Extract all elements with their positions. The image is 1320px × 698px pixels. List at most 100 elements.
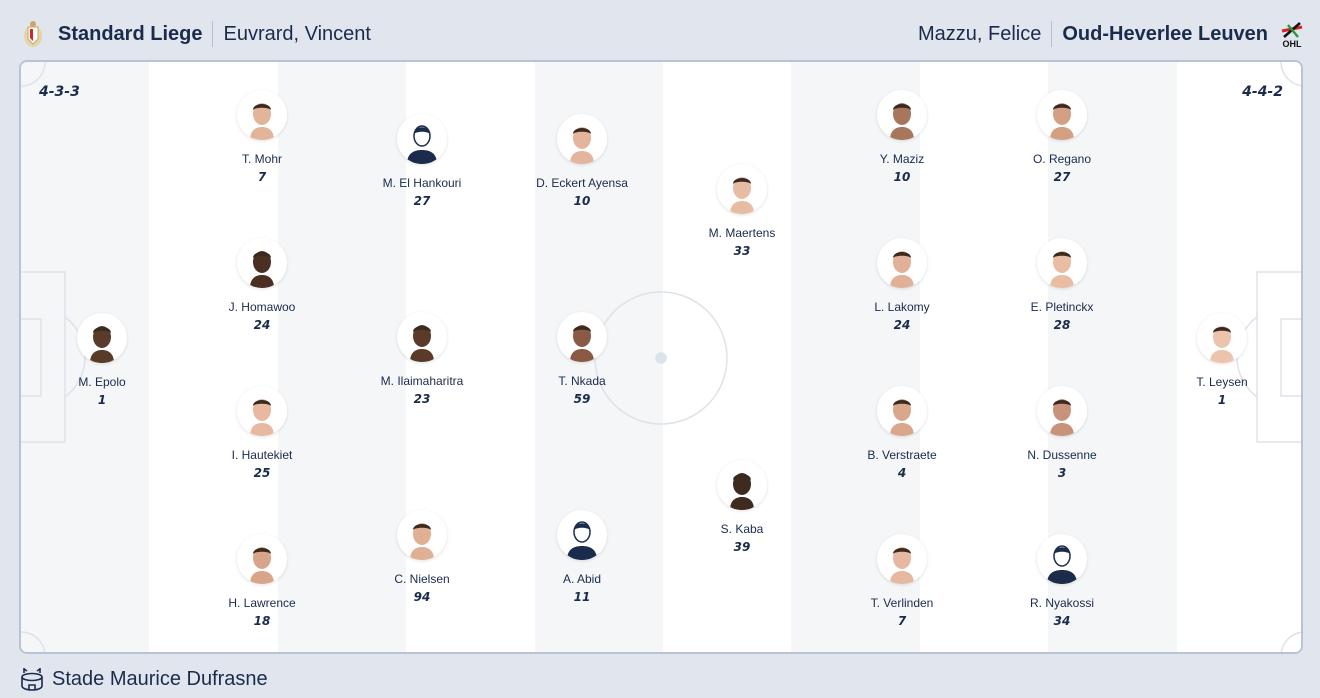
player[interactable]: D. Eckert Ayensa 10 [512, 114, 652, 208]
standard-liege-crest-icon [24, 21, 42, 47]
player-avatar[interactable] [1037, 386, 1087, 436]
player[interactable]: M. Maertens 33 [672, 164, 812, 258]
player-avatar[interactable] [877, 534, 927, 584]
player-avatar[interactable] [77, 313, 127, 363]
player-name: T. Mohr [241, 152, 282, 166]
player-number: 1 [1217, 393, 1227, 407]
player-avatar[interactable] [1037, 534, 1087, 584]
stadium-icon [21, 668, 43, 691]
player-avatar[interactable] [237, 238, 287, 288]
player-name: Y. Maziz [879, 152, 925, 166]
player[interactable]: C. Nielsen 94 [352, 510, 492, 604]
player-name: J. Homawoo [228, 300, 296, 314]
home-team-header: Standard Liege Euvrard, Vincent [22, 18, 371, 50]
player-number: 10 [573, 194, 591, 208]
player-name: L. Lakomy [874, 300, 930, 314]
player-number: 59 [573, 392, 591, 406]
player-name: T. Leysen [1196, 375, 1248, 389]
pitch: 4-3-3 4-4-2 M. Epolo 1 T. Mohr 7 J. Homawoo 2… [19, 60, 1303, 654]
player-number: 1 [97, 393, 107, 407]
home-formation: 4-3-3 [39, 84, 80, 100]
player-number: 33 [733, 244, 751, 258]
player-number: 34 [1053, 614, 1071, 628]
player-avatar[interactable] [1037, 238, 1087, 288]
player-name: O. Regano [1032, 152, 1092, 166]
player-number: 3 [1057, 466, 1067, 480]
player[interactable]: M. El Hankouri 27 [352, 114, 492, 208]
player-avatar[interactable] [237, 534, 287, 584]
player-name: D. Eckert Ayensa [536, 176, 628, 190]
player-name: H. Lawrence [228, 596, 296, 610]
player[interactable]: I. Hautekiet 25 [192, 386, 332, 480]
player-name: A. Abid [562, 572, 602, 586]
player-avatar[interactable] [717, 164, 767, 214]
player[interactable]: M. Epolo 1 [32, 313, 172, 407]
player-number: 10 [893, 170, 911, 184]
away-team-name[interactable]: Oud-Heverlee Leuven [1062, 22, 1268, 45]
player-number: 11 [573, 590, 591, 604]
player-name: M. El Hankouri [382, 176, 462, 190]
player[interactable]: H. Lawrence 18 [192, 534, 332, 628]
player-avatar[interactable] [397, 510, 447, 560]
player[interactable]: Y. Maziz 10 [832, 90, 972, 184]
player-number: 23 [413, 392, 431, 406]
player[interactable]: T. Leysen 1 [1152, 313, 1292, 407]
player-avatar[interactable] [237, 90, 287, 140]
player[interactable]: R. Nyakossi 34 [992, 534, 1132, 628]
player-number: 27 [1053, 170, 1071, 184]
player[interactable]: S. Kaba 39 [672, 460, 812, 554]
player-avatar[interactable] [557, 510, 607, 560]
pitch-stripe [534, 62, 663, 652]
player-number: 4 [897, 466, 907, 480]
player-name: T. Verlinden [870, 596, 934, 610]
pitch-stripe [919, 62, 1049, 652]
player-number: 28 [1053, 318, 1071, 332]
player-avatar[interactable] [237, 386, 287, 436]
player-name: E. Pletinckx [1030, 300, 1094, 314]
player-name: M. Ilaimaharitra [380, 374, 464, 388]
svg-text:OHL: OHL [1283, 39, 1303, 49]
home-coach: Euvrard, Vincent [223, 22, 371, 45]
player[interactable]: E. Pletinckx 28 [992, 238, 1132, 332]
player-number: 25 [253, 466, 271, 480]
player[interactable]: O. Regano 27 [992, 90, 1132, 184]
player-name: R. Nyakossi [1029, 596, 1094, 610]
player[interactable]: N. Dussenne 3 [992, 386, 1132, 480]
player-avatar[interactable] [397, 114, 447, 164]
player-avatar[interactable] [1197, 313, 1247, 363]
venue: Stade Maurice Dufrasne [20, 666, 268, 692]
player-avatar[interactable] [557, 312, 607, 362]
player-avatar[interactable] [557, 114, 607, 164]
player[interactable]: T. Verlinden 7 [832, 534, 972, 628]
player[interactable]: B. Verstraete 4 [832, 386, 972, 480]
player[interactable]: T. Nkada 59 [512, 312, 652, 406]
player[interactable]: M. Ilaimaharitra 23 [352, 312, 492, 406]
player-number: 27 [413, 194, 431, 208]
pitch-stripe [277, 62, 407, 652]
player-name: M. Epolo [78, 375, 126, 389]
player[interactable]: T. Mohr 7 [192, 90, 332, 184]
player-avatar[interactable] [877, 238, 927, 288]
player-name: M. Maertens [708, 226, 776, 240]
player[interactable]: J. Homawoo 24 [192, 238, 332, 332]
player-avatar[interactable] [717, 460, 767, 510]
player-number: 18 [253, 614, 271, 628]
player-name: C. Nielsen [394, 572, 450, 586]
player-number: 24 [253, 318, 271, 332]
player-number: 39 [733, 540, 751, 554]
player-avatar[interactable] [877, 386, 927, 436]
player[interactable]: L. Lakomy 24 [832, 238, 972, 332]
away-formation: 4-4-2 [1242, 84, 1283, 100]
player-name: T. Nkada [558, 374, 606, 388]
player-name: S. Kaba [720, 522, 764, 536]
player-avatar[interactable] [1037, 90, 1087, 140]
player[interactable]: A. Abid 11 [512, 510, 652, 604]
player-avatar[interactable] [877, 90, 927, 140]
home-team-name[interactable]: Standard Liege [58, 22, 203, 45]
away-coach: Mazzu, Felice [918, 22, 1042, 45]
player-number: 24 [893, 318, 911, 332]
divider [1051, 21, 1053, 47]
player-avatar[interactable] [397, 312, 447, 362]
divider [212, 21, 214, 47]
player-name: N. Dussenne [1027, 448, 1097, 462]
